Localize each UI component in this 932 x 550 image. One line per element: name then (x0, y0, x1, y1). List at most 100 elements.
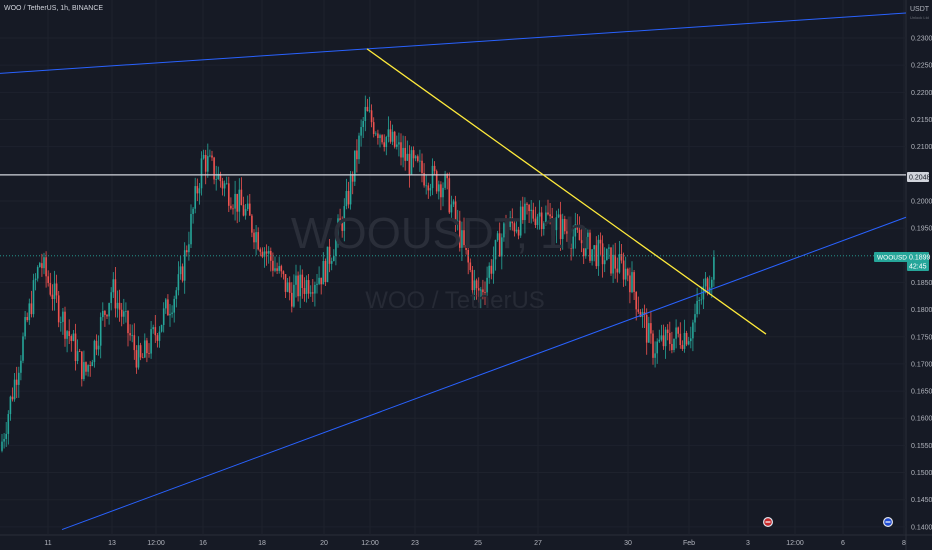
candle-body (622, 260, 625, 280)
candle-body (368, 110, 371, 112)
candle-body (70, 336, 73, 341)
y-tick-label: 0.1750 (911, 334, 932, 341)
candle-body (34, 278, 37, 281)
candle-body (517, 229, 520, 236)
candle-body (181, 266, 184, 281)
current-price-tag: WOOUSDT 0.1899 42:45 (874, 252, 931, 271)
candle-body (698, 300, 700, 301)
candle-body (244, 209, 247, 216)
upper-channel-line (0, 12, 907, 74)
candle-body (330, 261, 333, 264)
chart-title: WOO / TetherUS, 1h, BINANCE (4, 5, 104, 12)
candle-body (236, 193, 238, 212)
candle-body (471, 270, 474, 291)
candle-body (267, 250, 270, 254)
candle-body (444, 173, 446, 188)
y-tick-label: 0.1600 (911, 416, 932, 423)
candle-body (152, 327, 154, 330)
candle-body (492, 259, 495, 274)
candle-body (513, 223, 516, 232)
candle-body (561, 218, 564, 240)
candle-body (566, 231, 568, 234)
candle-body (276, 268, 278, 271)
drawing-lines (0, 12, 907, 531)
candle-body (624, 268, 627, 280)
level-tag: 0.2048 (907, 172, 931, 182)
candle-body (129, 333, 131, 336)
candle-body (687, 341, 690, 345)
candle-body (263, 251, 266, 257)
candle-body (704, 278, 707, 287)
candle-body (429, 188, 432, 191)
y-tick-label: 0.2150 (911, 117, 932, 124)
candle-body (696, 300, 698, 315)
candle-body (251, 215, 253, 233)
candle-body (53, 283, 56, 300)
candle-body (232, 208, 234, 210)
candle-body (259, 249, 262, 252)
candle-body (89, 365, 91, 367)
candle-body (494, 240, 497, 260)
candle-body (711, 279, 713, 288)
candle-body (62, 311, 64, 322)
candle-body (503, 223, 505, 238)
candle-body (66, 331, 68, 339)
candle-body (278, 266, 280, 271)
candle-body (578, 229, 581, 241)
candle-body (13, 379, 16, 400)
candle-body (417, 156, 419, 161)
candle-body (662, 335, 665, 347)
candle-body (530, 209, 532, 212)
watermark-name: WOO / TetherUS (365, 287, 545, 314)
candle-body (202, 154, 205, 159)
dividends-icon[interactable] (763, 517, 773, 527)
candle-body (68, 331, 70, 337)
candle-body (620, 254, 623, 261)
candle-body (354, 150, 356, 182)
candle-body (204, 154, 207, 172)
candle-body (648, 323, 650, 343)
time-axis: 11 13 12:00 16 18 20 12:00 23 25 27 30 Feb 3 12:00 6 8 (44, 540, 906, 547)
candle-body (177, 274, 180, 291)
candle-body (511, 217, 514, 224)
currency-sublabel: Unlock Ltd (910, 15, 929, 20)
candle-body (482, 289, 484, 293)
candle-body (288, 282, 291, 293)
candle-body (601, 243, 604, 265)
candle-body (488, 265, 490, 278)
x-tick-label: 8 (902, 540, 906, 547)
candle-body (507, 226, 509, 234)
dividends-icon[interactable] (883, 517, 893, 527)
candle-body (700, 299, 703, 301)
candle-body (549, 214, 551, 217)
candle-body (639, 311, 642, 317)
x-tick-label: 13 (108, 540, 116, 547)
candle-body (480, 289, 482, 297)
candle-body (477, 288, 480, 297)
candle-body (43, 257, 45, 269)
x-tick-label: 6 (841, 540, 845, 547)
candles (1, 95, 715, 453)
candle-body (141, 357, 144, 359)
candle-body (297, 275, 299, 297)
candle-body (123, 311, 125, 317)
candle-body (551, 216, 553, 236)
candle-body (532, 209, 535, 219)
candle-body (576, 224, 579, 230)
candle-body (692, 322, 694, 339)
price-tag-label: 0.1899 (909, 255, 931, 262)
candle-body (612, 254, 614, 274)
candle-body (459, 220, 461, 248)
candle-body (408, 153, 411, 175)
candle-body (633, 272, 635, 292)
candle-body (410, 150, 413, 175)
candle-body (299, 274, 301, 297)
y-tick-label: 0.2200 (911, 90, 932, 97)
candle-body (118, 302, 121, 310)
candle-body (22, 336, 24, 361)
y-tick-label: 0.1400 (911, 524, 932, 531)
candle-body (347, 190, 350, 205)
candle-body (221, 181, 224, 189)
candle-body (93, 340, 96, 363)
